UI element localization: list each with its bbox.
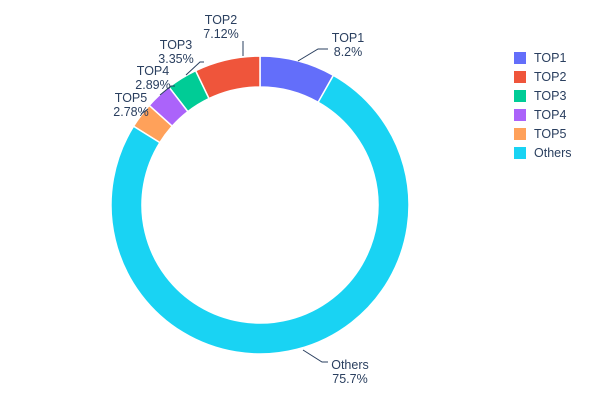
leader-line-others xyxy=(302,349,328,363)
legend-label: Others xyxy=(534,146,572,160)
legend-label: TOP1 xyxy=(534,51,567,65)
legend-swatch-icon xyxy=(514,109,526,121)
slice-percent-label-top1: 8.2% xyxy=(334,45,363,59)
pie-slice-top2[interactable] xyxy=(194,55,261,100)
legend-swatch-icon xyxy=(514,71,526,83)
legend-label: TOP3 xyxy=(534,89,567,103)
slice-name-label-top3: TOP3 xyxy=(160,38,192,52)
chart-legend: TOP1 TOP2 TOP3 TOP4 TOP5 Others xyxy=(514,52,572,159)
pie-slice-others[interactable] xyxy=(110,74,410,355)
legend-swatch-icon xyxy=(514,128,526,140)
pie-slice-top3[interactable] xyxy=(167,69,210,113)
legend-label: TOP2 xyxy=(534,70,567,84)
slice-percent-label-top4: 2.89% xyxy=(135,78,170,92)
slice-percent-label-top2: 7.12% xyxy=(203,27,238,41)
legend-swatch-icon xyxy=(514,147,526,159)
legend-label: TOP5 xyxy=(534,127,567,141)
legend-item-others[interactable]: Others xyxy=(514,147,572,159)
slice-percent-label-top5: 2.78% xyxy=(113,105,148,119)
pie-slice-top5[interactable] xyxy=(132,104,174,144)
legend-swatch-icon xyxy=(514,52,526,64)
slice-percent-label-others: 75.7% xyxy=(332,372,367,386)
slice-name-label-top4: TOP4 xyxy=(137,64,169,78)
legend-item-top2[interactable]: TOP2 xyxy=(514,71,572,83)
legend-item-top4[interactable]: TOP4 xyxy=(514,109,572,121)
slice-name-label-top5: TOP5 xyxy=(115,91,147,105)
legend-label: TOP4 xyxy=(534,108,567,122)
slice-name-label-top1: TOP1 xyxy=(332,31,364,45)
legend-item-top3[interactable]: TOP3 xyxy=(514,90,572,102)
legend-item-top1[interactable]: TOP1 xyxy=(514,52,572,64)
pie-slice-top4[interactable] xyxy=(148,86,189,128)
leader-line-top5 xyxy=(140,108,149,115)
leader-line-top4 xyxy=(159,85,175,96)
legend-item-top5[interactable]: TOP5 xyxy=(514,128,572,140)
leader-line-top3 xyxy=(185,61,204,76)
legend-swatch-icon xyxy=(514,90,526,102)
leader-line-top1 xyxy=(297,48,328,62)
slice-name-label-top2: TOP2 xyxy=(205,13,237,27)
slice-percent-label-top3: 3.35% xyxy=(158,52,193,66)
slice-name-label-others: Others xyxy=(331,358,369,372)
